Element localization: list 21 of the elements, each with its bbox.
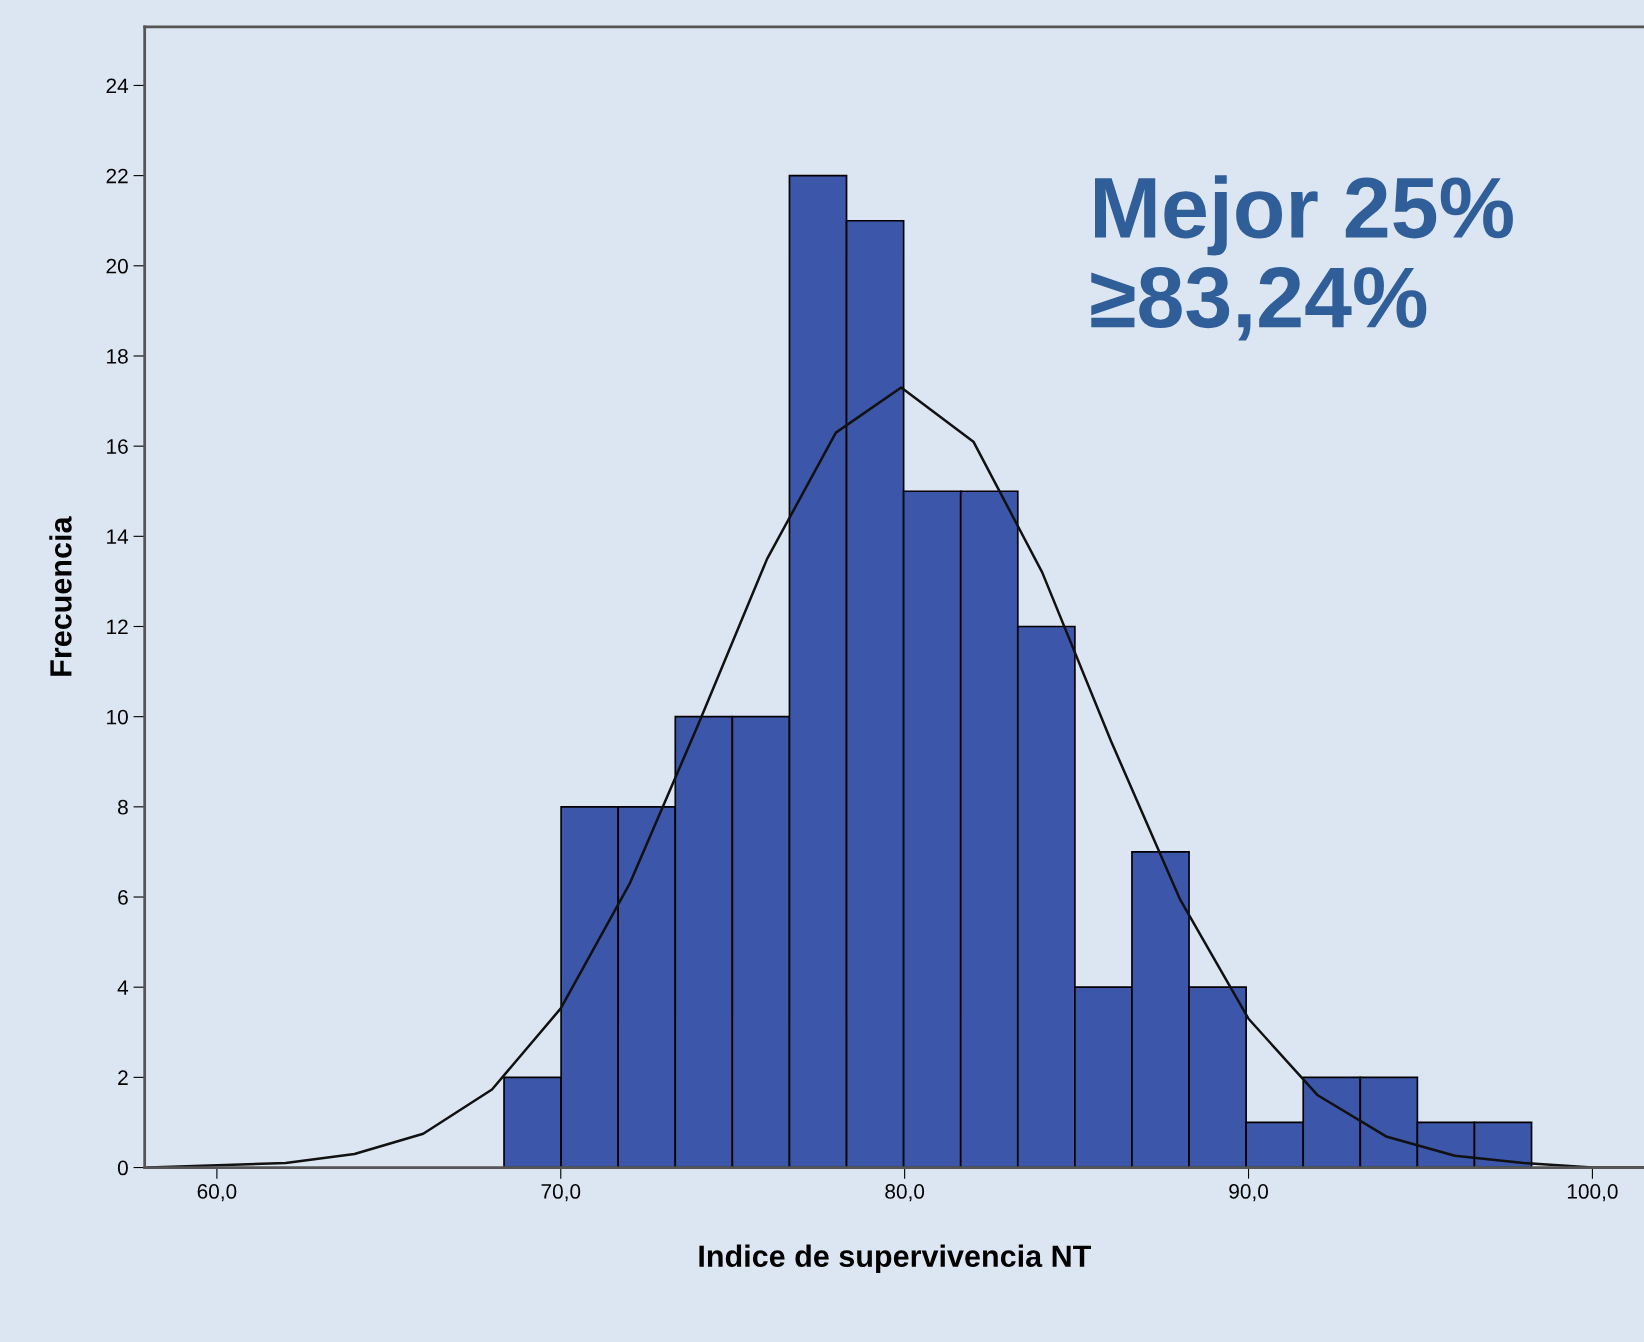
- y-tick-label: 16: [107, 439, 128, 454]
- y-tick-label: 10: [107, 709, 128, 725]
- y-tick-label: 4: [117, 980, 129, 995]
- y-tick-label: 20: [106, 258, 128, 274]
- x-tick-label: 100,0: [1567, 1184, 1618, 1202]
- y-tick-label: 18: [107, 348, 128, 364]
- y-tick-label: 8: [118, 799, 128, 815]
- y-tick-label: 12: [107, 619, 128, 635]
- y-axis-title: Frecuencia: [49, 516, 72, 676]
- annotation: Mejor 25% ≥83,24%: [1091, 175, 1513, 341]
- y-tick-label: 6: [118, 890, 128, 905]
- y-tick-label: 2: [118, 1070, 128, 1085]
- x-tick-label: 70,0: [541, 1184, 581, 1202]
- x-tick-label: 80,0: [885, 1184, 925, 1202]
- y-tick-label: 24: [106, 78, 129, 93]
- y-tick-label: 0: [117, 1160, 128, 1176]
- y-tick-label: 22: [106, 168, 128, 184]
- x-tick-label: 60,0: [197, 1184, 237, 1202]
- y-tick-label: 14: [107, 529, 129, 544]
- x-axis-title: Indice de supervivencia NT: [699, 1244, 1092, 1274]
- x-tick-label: 90,0: [1229, 1184, 1268, 1202]
